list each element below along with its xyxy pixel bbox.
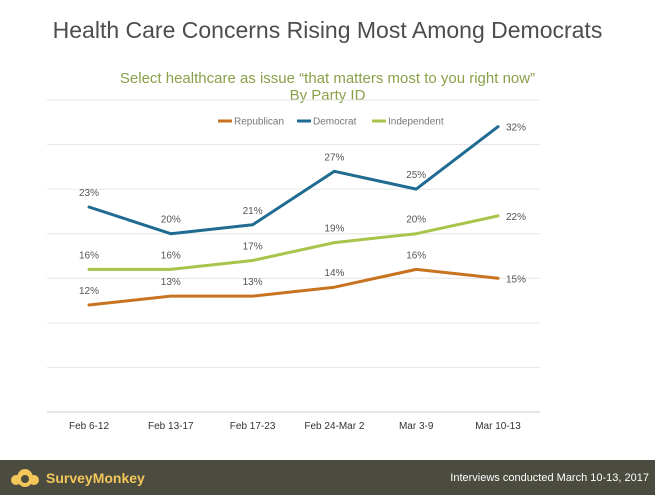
data-label: 21% — [243, 206, 263, 217]
data-label: 25% — [406, 170, 426, 181]
legend-label-republican: Republican — [234, 117, 284, 128]
data-label: 16% — [406, 250, 426, 261]
brand: SurveyMonkey — [10, 465, 145, 491]
legend-label-democrat: Democrat — [313, 117, 357, 128]
x-tick-label: Feb 6-12 — [69, 421, 109, 432]
x-tick-label: Feb 24-Mar 2 — [304, 421, 364, 432]
legend-label-independent: Independent — [388, 117, 444, 128]
data-label: 32% — [506, 123, 526, 134]
page-title: Health Care Concerns Rising Most Among D… — [52, 17, 603, 43]
series-line-democrat — [87, 125, 500, 236]
data-label: 20% — [161, 215, 181, 226]
data-label: 27% — [324, 152, 344, 163]
data-label: 22% — [506, 212, 526, 223]
data-label: 16% — [79, 250, 99, 261]
data-label: 20% — [406, 215, 426, 226]
footer-bar: SurveyMonkey Interviews conducted March … — [0, 460, 655, 495]
x-tick-label: Mar 10-13 — [475, 421, 521, 432]
data-label: 14% — [324, 268, 344, 279]
footer-note: Interviews conducted March 10-13, 2017 — [450, 472, 649, 484]
brand-name: SurveyMonkey — [46, 470, 145, 486]
x-tick-label: Mar 3-9 — [399, 421, 434, 432]
data-label: 15% — [506, 274, 526, 285]
data-label: 16% — [161, 250, 181, 261]
surveymonkey-logo-icon — [11, 469, 39, 487]
series-line-republican — [87, 267, 500, 307]
data-label: 13% — [161, 277, 181, 288]
data-label: 13% — [243, 277, 263, 288]
x-tick-label: Feb 13-17 — [148, 421, 194, 432]
data-label: 12% — [79, 286, 99, 297]
data-label: 17% — [243, 241, 263, 252]
x-tick-label: Feb 17-23 — [230, 421, 276, 432]
data-label: 23% — [79, 188, 99, 199]
data-label: 19% — [324, 224, 344, 235]
line-chart: Feb 6-12 Feb 13-17 Feb 17-23 Feb 24-Mar 2 Ma… — [47, 99, 540, 432]
chart-title: Select healthcare as issue “that matters… — [119, 70, 536, 87]
series-line-independent — [87, 214, 500, 271]
